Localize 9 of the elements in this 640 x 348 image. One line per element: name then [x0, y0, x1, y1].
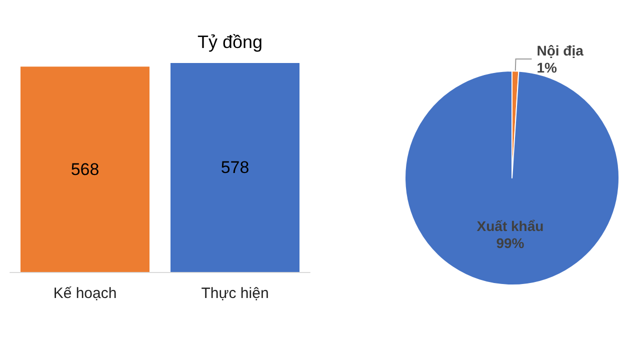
slice-label: Nội địa	[536, 42, 584, 59]
data-label: 1%	[536, 60, 558, 76]
x-tick-label: Kế hoạch	[53, 285, 117, 302]
chart-title: Tỷ đồng	[197, 32, 263, 52]
data-label: 99%	[496, 234, 525, 251]
x-tick-label: Thực hiện	[201, 285, 269, 302]
data-label: 568	[70, 160, 100, 179]
data-label: 578	[220, 158, 250, 177]
slice-label: Xuất khẩu	[476, 218, 544, 234]
